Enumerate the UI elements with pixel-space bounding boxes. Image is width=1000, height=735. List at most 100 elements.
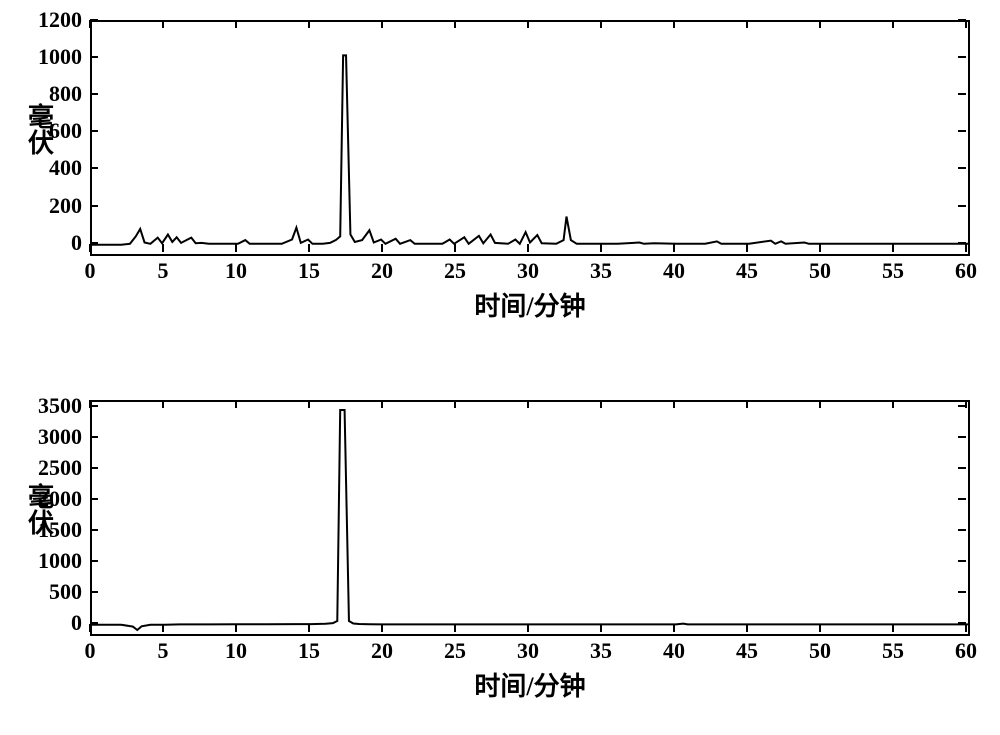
xtick-label: 40 (656, 638, 692, 664)
ytick-mark (90, 130, 98, 132)
xtick-label: 10 (218, 258, 254, 284)
xtick-mark (527, 244, 529, 252)
ytick-mark-right (958, 19, 966, 21)
xtick-mark (892, 624, 894, 632)
ytick-mark-right (958, 242, 966, 244)
ytick-mark-right (958, 436, 966, 438)
ytick-label: 3000 (22, 424, 82, 450)
xtick-label: 50 (802, 638, 838, 664)
ytick-label: 600 (22, 118, 82, 144)
ytick-mark (90, 622, 98, 624)
xtick-label: 25 (437, 638, 473, 664)
xtick-label: 40 (656, 258, 692, 284)
ytick-mark (90, 591, 98, 593)
xtick-mark-top (673, 20, 675, 28)
plot-area-top (90, 20, 970, 256)
xtick-mark (673, 244, 675, 252)
ytick-mark (90, 93, 98, 95)
trace-top (92, 22, 968, 254)
xtick-label: 20 (364, 258, 400, 284)
ytick-mark-right (958, 498, 966, 500)
xtick-label: 0 (72, 638, 108, 664)
xtick-mark (600, 244, 602, 252)
ytick-mark-right (958, 130, 966, 132)
xtick-mark-top (454, 20, 456, 28)
ytick-mark-right (958, 405, 966, 407)
xtick-mark (746, 244, 748, 252)
panel-bottom: 毫伏 时间/分钟 0510152025303540455055600500100… (90, 400, 970, 695)
ytick-mark (90, 436, 98, 438)
chromatogram-line (92, 55, 968, 244)
xtick-label: 5 (145, 258, 181, 284)
ytick-mark-right (958, 591, 966, 593)
ytick-mark (90, 167, 98, 169)
xtick-label: 55 (875, 258, 911, 284)
xtick-mark-top (381, 400, 383, 408)
ytick-label: 1200 (22, 7, 82, 33)
xtick-mark-top (308, 400, 310, 408)
chromatogram-line (92, 410, 968, 630)
ytick-label: 1000 (22, 44, 82, 70)
ytick-mark (90, 529, 98, 531)
ytick-mark (90, 560, 98, 562)
xtick-mark (162, 624, 164, 632)
ytick-mark-right (958, 205, 966, 207)
xtick-mark-top (162, 20, 164, 28)
xtick-mark (235, 244, 237, 252)
xtick-mark (819, 624, 821, 632)
ytick-label: 200 (22, 193, 82, 219)
xlabel-top: 时间/分钟 (90, 286, 970, 323)
ytick-label: 500 (22, 579, 82, 605)
plot-area-bottom (90, 400, 970, 636)
xtick-mark-top (965, 20, 967, 28)
xtick-mark (308, 624, 310, 632)
ytick-mark-right (958, 622, 966, 624)
ytick-mark-right (958, 56, 966, 58)
xtick-mark-top (454, 400, 456, 408)
xlabel-top-text: 时间/分钟 (474, 292, 585, 321)
ytick-mark (90, 56, 98, 58)
xtick-mark-top (819, 400, 821, 408)
ytick-mark (90, 242, 98, 244)
xtick-mark-top (89, 20, 91, 28)
xtick-mark-top (381, 20, 383, 28)
xtick-mark-top (892, 400, 894, 408)
xtick-label: 30 (510, 258, 546, 284)
xtick-label: 55 (875, 638, 911, 664)
xtick-mark (381, 624, 383, 632)
xtick-mark-top (746, 400, 748, 408)
xtick-mark (454, 624, 456, 632)
xtick-mark (381, 244, 383, 252)
xlabel-bottom-text: 时间/分钟 (474, 672, 585, 701)
xtick-mark-top (673, 400, 675, 408)
xtick-mark (162, 244, 164, 252)
xtick-label: 35 (583, 638, 619, 664)
xtick-mark (965, 624, 967, 632)
xtick-mark (454, 244, 456, 252)
xtick-mark (892, 244, 894, 252)
xtick-mark (235, 624, 237, 632)
xtick-mark (600, 624, 602, 632)
xtick-mark (89, 624, 91, 632)
xtick-mark (746, 624, 748, 632)
ytick-mark (90, 205, 98, 207)
xtick-label: 15 (291, 258, 327, 284)
xtick-mark (308, 244, 310, 252)
xtick-label: 60 (948, 258, 984, 284)
xtick-label: 0 (72, 258, 108, 284)
xtick-mark-top (235, 20, 237, 28)
xtick-mark (89, 244, 91, 252)
xtick-mark (819, 244, 821, 252)
xtick-mark-top (162, 400, 164, 408)
panel-top: 毫伏 时间/分钟 0510152025303540455055600200400… (90, 20, 970, 320)
xtick-label: 20 (364, 638, 400, 664)
xtick-mark (965, 244, 967, 252)
ytick-label: 0 (22, 610, 82, 636)
xtick-label: 50 (802, 258, 838, 284)
ytick-label: 0 (22, 230, 82, 256)
xtick-mark-top (308, 20, 310, 28)
ytick-label: 2500 (22, 455, 82, 481)
xtick-label: 60 (948, 638, 984, 664)
xtick-label: 25 (437, 258, 473, 284)
ytick-mark (90, 405, 98, 407)
